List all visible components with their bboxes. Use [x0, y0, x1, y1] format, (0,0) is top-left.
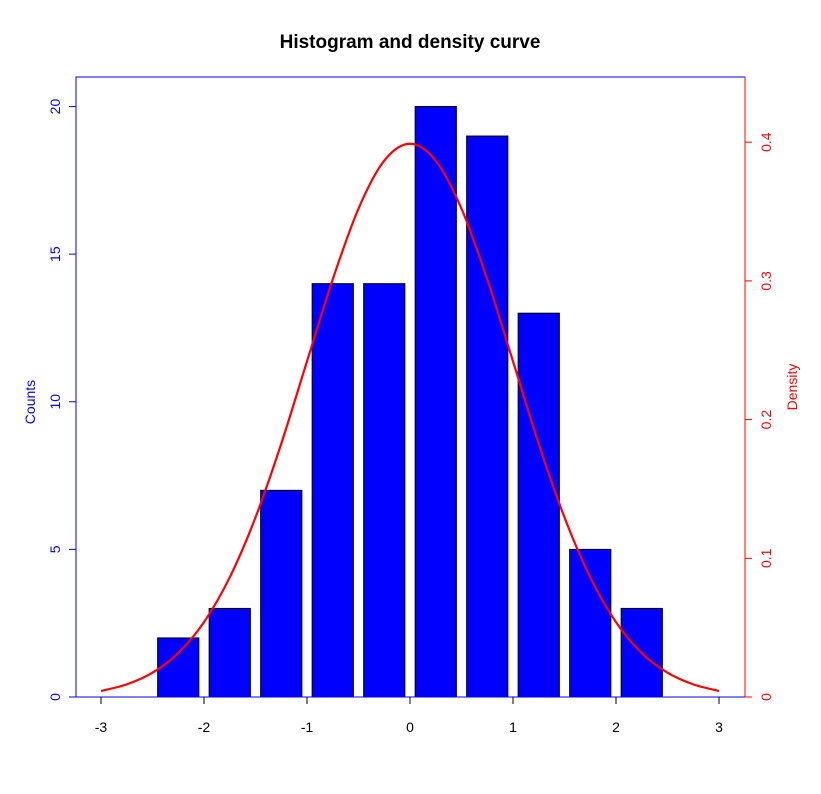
y-left-tick-label: 0 [47, 693, 63, 701]
y-left-tick-label: 5 [47, 545, 63, 553]
y-left-tick-label: 15 [47, 246, 63, 262]
y-axis-right: 0 0.1 0.2 0.3 0.4 [745, 132, 774, 701]
y-axis-left: 0 5 10 15 20 [47, 99, 76, 701]
x-tick-label: 0 [406, 719, 414, 735]
histogram-bar-8 [517, 312, 560, 698]
histogram-bar-6 [414, 106, 457, 698]
density-curve [100, 142, 720, 692]
y-left-tick-label: 20 [47, 99, 63, 115]
y-axis-right-label: Density [784, 364, 800, 411]
y-right-tick-label: 0.3 [758, 271, 774, 291]
histogram-bar-7 [466, 135, 509, 698]
y-right-tick-label: 0 [758, 693, 774, 701]
y-axis-left-label: Counts [22, 380, 38, 424]
histogram-bar-4 [311, 283, 354, 698]
histogram-bars [157, 106, 663, 698]
histogram-bar-9 [569, 548, 612, 698]
plot-frame [75, 76, 746, 698]
x-tick-label: 3 [715, 719, 723, 735]
x-axis: -3 -2 -1 0 1 2 3 [95, 697, 723, 735]
x-tick-label: -2 [198, 719, 211, 735]
histogram-bar-1 [157, 637, 200, 698]
y-left-tick-label: 10 [47, 394, 63, 410]
histogram-bar-3 [260, 489, 303, 698]
x-tick-label: -3 [95, 719, 108, 735]
histogram-bar-5 [363, 283, 406, 698]
chart-title: Histogram and density curve [280, 32, 541, 53]
y-right-tick-label: 0.4 [758, 132, 774, 152]
histogram-bar-2 [208, 607, 251, 698]
y-right-tick-label: 0.2 [758, 410, 774, 430]
x-tick-label: -1 [301, 719, 314, 735]
x-tick-label: 2 [612, 719, 620, 735]
y-right-tick-label: 0.1 [758, 548, 774, 568]
x-tick-label: 1 [509, 719, 517, 735]
